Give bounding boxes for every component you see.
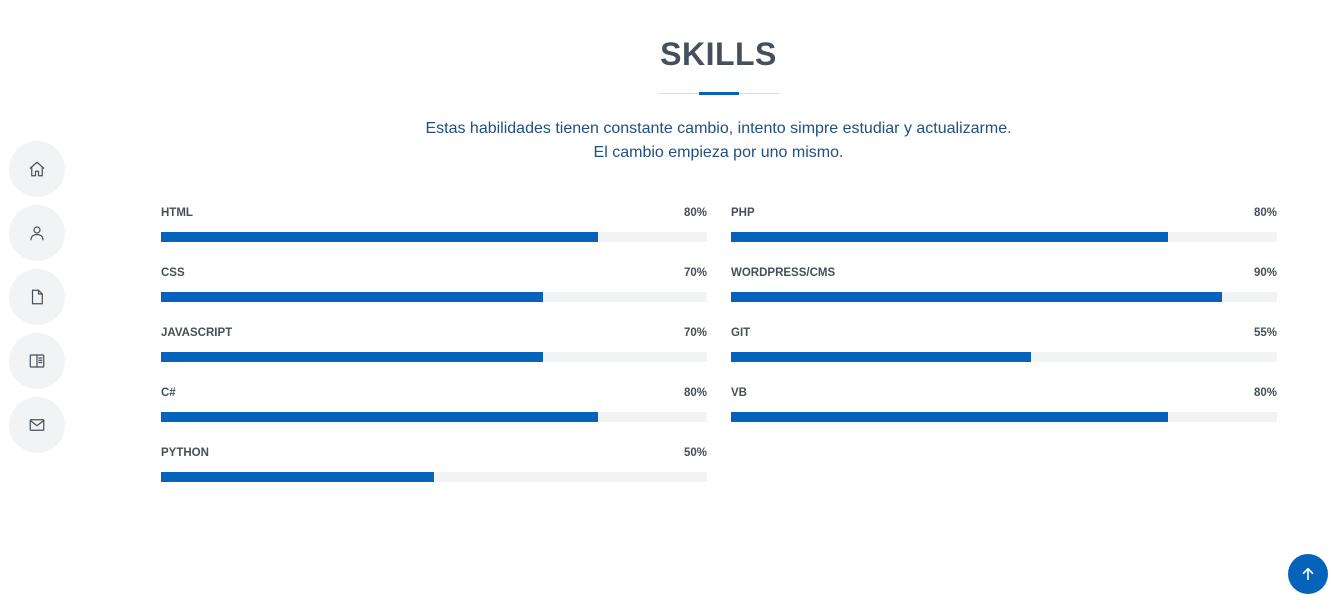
skill-progress-bar [161,352,544,362]
skill-item: PHP 80% [731,206,1277,266]
skill-percent: 50% [683,447,707,459]
section-description: Estas habilidades tienen constante cambi… [0,117,1337,165]
skill-progress-track [731,412,1277,422]
skill-progress-bar [731,352,1032,362]
section-description-line-1: Estas habilidades tienen constante cambi… [425,120,1012,137]
skill-progress-bar [161,472,434,482]
skill-item: GIT 55% [731,326,1277,386]
skill-progress-track [161,292,707,302]
skill-name: VB [731,387,747,399]
side-nav [9,141,65,453]
envelope-icon [29,419,45,431]
skill-item: WORDPRESS/CMS 90% [731,266,1277,326]
skill-item: C# 80% [161,386,707,446]
nav-portfolio-button[interactable] [9,333,65,389]
arrow-up-icon [1302,567,1314,581]
skill-percent: 80% [683,387,707,399]
skill-progress-bar [161,232,598,242]
skill-item: CSS 70% [161,266,707,326]
skill-progress-track [161,472,707,482]
skill-item: HTML 80% [161,206,707,266]
skill-progress-track [161,352,707,362]
skill-progress-bar [731,412,1168,422]
section-title: SKILLS [660,36,777,72]
skill-progress-bar [161,292,544,302]
skill-name: PHP [731,207,755,219]
skill-progress-track [161,412,707,422]
skill-name: WORDPRESS/CMS [731,267,836,279]
skill-name: JAVASCRIPT [161,327,233,339]
skill-percent: 80% [1253,207,1277,219]
skills-column-left: HTML 80% CSS 70% JAVASCRIPT 70% [161,206,707,506]
person-icon [30,226,44,241]
skill-item: VB 80% [731,386,1277,446]
skill-progress-bar [161,412,598,422]
skill-name: PYTHON [161,447,209,459]
skill-percent: 70% [683,267,707,279]
skill-percent: 55% [1253,327,1277,339]
skill-name: GIT [731,327,751,339]
skill-progress-track [731,292,1277,302]
nav-contact-button[interactable] [9,397,65,453]
file-icon [31,289,43,305]
skill-percent: 90% [1253,267,1277,279]
book-icon [29,354,45,368]
home-icon [29,161,45,177]
skill-percent: 70% [683,327,707,339]
skill-name: C# [161,387,176,399]
nav-resume-button[interactable] [9,269,65,325]
skill-progress-bar [731,292,1223,302]
skill-progress-track [161,232,707,242]
skill-percent: 80% [1253,387,1277,399]
section-description-line-2: El cambio empieza por uno mismo. [593,144,844,161]
skills-column-right: PHP 80% WORDPRESS/CMS 90% GIT 55% [731,206,1277,446]
skill-name: HTML [161,207,193,219]
title-divider-accent [699,92,739,95]
skill-name: CSS [161,267,185,279]
nav-about-button[interactable] [9,205,65,261]
nav-home-button[interactable] [9,141,65,197]
back-to-top-button[interactable] [1288,554,1328,594]
skill-progress-track [731,232,1277,242]
skill-progress-bar [731,232,1168,242]
skill-item: PYTHON 50% [161,446,707,506]
skill-item: JAVASCRIPT 70% [161,326,707,386]
skill-percent: 80% [683,207,707,219]
skill-progress-track [731,352,1277,362]
